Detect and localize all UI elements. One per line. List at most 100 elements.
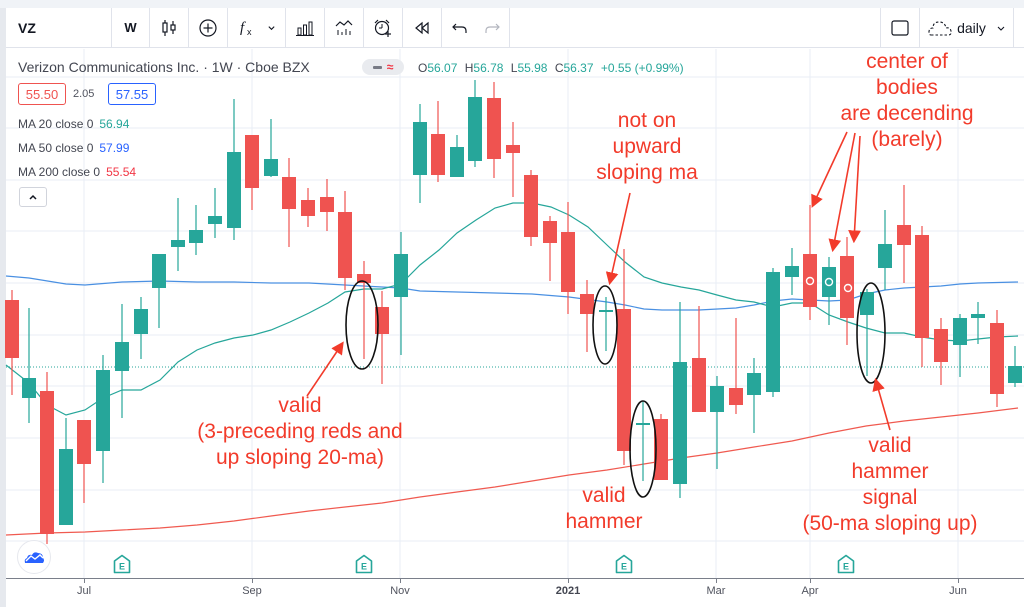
earnings-marker-icon[interactable]: E — [355, 554, 373, 574]
minus-icon — [372, 65, 382, 69]
ma20-legend[interactable]: MA 20 close 0 56.94 — [18, 117, 129, 131]
candle — [617, 249, 631, 465]
candle-body — [506, 145, 520, 153]
annotation-valid-3-reds[interactable]: valid (3-preceding reds and up sloping 20-… — [197, 393, 402, 471]
candlestick-icon — [162, 19, 176, 36]
alarm-clock-plus-icon — [374, 19, 391, 37]
fullscreen-button[interactable] — [880, 8, 920, 48]
collapse-legend-button[interactable] — [19, 187, 47, 207]
candle-body — [171, 240, 185, 247]
candle-body — [22, 378, 36, 398]
annotation-line: (3-preceding reds and — [197, 420, 403, 443]
body-center-marker — [843, 283, 853, 293]
candle-body — [766, 272, 780, 392]
chevron-down-icon[interactable] — [267, 23, 276, 32]
interval-button[interactable]: W — [112, 7, 150, 48]
candle — [77, 420, 91, 503]
highlight-ellipse — [629, 400, 657, 498]
candle-body — [245, 135, 259, 188]
replay-button[interactable] — [403, 7, 442, 48]
candle — [189, 205, 203, 255]
candle — [450, 135, 464, 177]
ohlc-values: O56.07 H56.78 L55.98 C56.37 +0.55 (+0.99… — [418, 61, 684, 75]
candle — [301, 188, 315, 227]
window-top-strip — [0, 0, 1024, 8]
financials-button[interactable] — [286, 7, 325, 48]
candle — [934, 318, 948, 385]
candle — [785, 248, 799, 295]
candle — [134, 297, 148, 359]
candle-body — [971, 314, 985, 318]
time-axis-label: Sep — [242, 585, 262, 597]
bar-chart-icon — [296, 21, 314, 36]
layout-select[interactable]: daily — [920, 8, 1014, 48]
symbol-legend-title[interactable]: Verizon Communications Inc. · 1W · Cboe … — [18, 59, 310, 75]
time-axis-label: Jun — [949, 585, 967, 597]
candle — [413, 104, 427, 203]
time-axis-tick — [716, 579, 717, 583]
candle — [115, 304, 129, 418]
candle-body — [1008, 366, 1022, 383]
annotation-valid-hammer[interactable]: valid hammer — [565, 483, 642, 535]
candle — [227, 99, 241, 240]
candle — [710, 376, 724, 469]
chart-type-button[interactable] — [150, 7, 189, 48]
alert-button[interactable] — [364, 7, 403, 48]
ma50-line — [5, 275, 1019, 311]
sell-price-button[interactable]: 55.50 — [18, 83, 66, 105]
undo-icon[interactable] — [451, 20, 468, 36]
cloud-chart-logo-icon — [24, 552, 44, 563]
annotation-not-on-upward[interactable]: not on upward sloping ma — [596, 108, 698, 186]
annotation-line: valid — [278, 394, 322, 417]
annotation-line: upward — [612, 135, 682, 158]
redo-icon[interactable] — [484, 20, 500, 36]
ma200-legend[interactable]: MA 200 close 0 55.54 — [18, 165, 136, 179]
candle-body — [840, 256, 854, 318]
annotation-arrow — [811, 131, 848, 208]
symbol-search-button[interactable]: VZ — [6, 7, 112, 48]
time-axis-label: Jul — [76, 585, 92, 597]
candle-body — [115, 342, 129, 371]
candle — [468, 80, 482, 167]
undo-redo-group — [442, 7, 510, 48]
candle — [394, 232, 408, 355]
annotation-center-of-bodies[interactable]: center of bodies are decending (barely) — [840, 49, 973, 153]
ma50-legend[interactable]: MA 50 close 0 57.99 — [18, 141, 129, 155]
annotation-line: (barely) — [871, 128, 943, 151]
time-axis-tick — [252, 579, 253, 583]
candle-body — [729, 388, 743, 405]
annotation-line: hammer — [851, 460, 929, 483]
candle-body — [450, 147, 464, 177]
earnings-marker-icon[interactable]: E — [837, 554, 855, 574]
buy-price-button[interactable]: 57.55 — [108, 83, 156, 105]
candle — [990, 310, 1004, 407]
compare-button[interactable] — [189, 7, 228, 48]
candle — [766, 268, 780, 397]
tradingview-logo-button[interactable] — [17, 540, 51, 574]
earnings-marker-icon[interactable]: E — [113, 554, 131, 574]
plus-circle-icon — [199, 18, 217, 37]
annotation-valid-hammer-signal[interactable]: valid hammer signal (50-ma sloping up) — [802, 433, 977, 537]
candle-body — [599, 310, 613, 312]
candle — [59, 418, 73, 525]
rewind-icon — [415, 21, 429, 34]
close-value: 56.37 — [563, 61, 594, 75]
candle — [654, 414, 668, 480]
time-axis[interactable]: Jul Sep Nov 2021 Mar Apr Jun — [6, 578, 1024, 607]
candle — [971, 302, 985, 344]
spread-value: 2.05 — [73, 88, 95, 100]
earnings-marker-icon[interactable]: E — [615, 554, 633, 574]
ma200-line — [5, 407, 1019, 536]
legend-toggle[interactable]: ≈ — [362, 59, 404, 75]
templates-button[interactable] — [325, 7, 364, 48]
candle-body — [338, 212, 352, 278]
annotation-line: up sloping 20-ma) — [215, 446, 385, 469]
candle — [320, 179, 334, 231]
annotation-line: are decending — [840, 102, 974, 125]
candle — [40, 372, 54, 544]
candle — [264, 119, 278, 177]
